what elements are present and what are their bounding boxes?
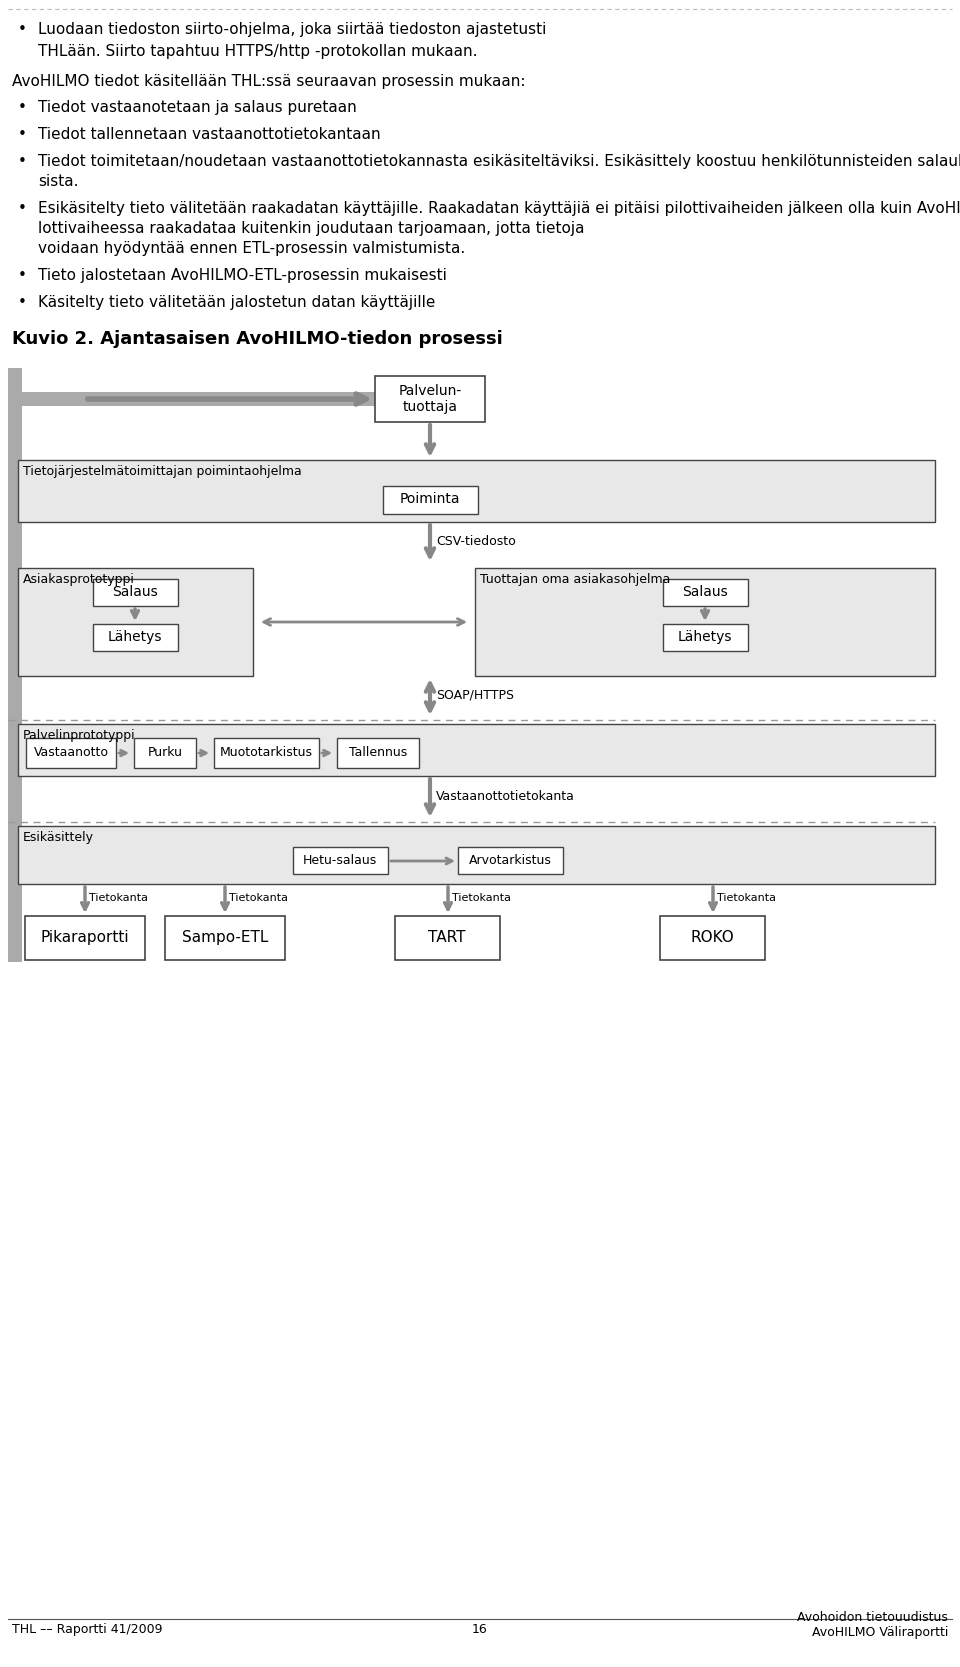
Text: Luodaan tiedoston siirto-ohjelma, joka siirtää tiedoston ajastetusti: Luodaan tiedoston siirto-ohjelma, joka s… <box>38 22 546 37</box>
Text: Muototarkistus: Muototarkistus <box>220 745 313 758</box>
Text: TART: TART <box>428 930 466 945</box>
Bar <box>18 460 935 522</box>
Bar <box>26 738 116 768</box>
Bar <box>475 568 935 677</box>
Bar <box>375 377 485 422</box>
Text: CSV-tiedosto: CSV-tiedosto <box>436 535 516 547</box>
Bar <box>383 487 478 513</box>
Bar <box>18 723 935 777</box>
Text: Käsitelty tieto välitetään jalostetun datan käyttäjille: Käsitelty tieto välitetään jalostetun da… <box>38 295 436 310</box>
Bar <box>458 847 563 874</box>
Text: Lähetys: Lähetys <box>678 630 732 643</box>
Text: Tietokanta: Tietokanta <box>452 894 511 904</box>
Text: •: • <box>18 22 27 37</box>
Text: Palvelinprototyppi: Palvelinprototyppi <box>23 728 135 742</box>
Bar <box>8 392 375 407</box>
Bar <box>25 915 145 960</box>
Bar <box>660 915 765 960</box>
Text: Sampo-ETL: Sampo-ETL <box>181 930 268 945</box>
Text: Tietokanta: Tietokanta <box>229 894 288 904</box>
Text: AvoHILMO tiedot käsitellään THL:ssä seuraavan prosessin mukaan:: AvoHILMO tiedot käsitellään THL:ssä seur… <box>12 73 525 88</box>
Bar <box>93 623 178 652</box>
Text: tuottaja: tuottaja <box>402 400 458 413</box>
Text: Tallennus: Tallennus <box>348 745 407 758</box>
Text: sista.: sista. <box>38 173 79 188</box>
Bar <box>214 738 319 768</box>
Bar <box>337 738 419 768</box>
Text: Salaus: Salaus <box>683 585 728 598</box>
Text: •: • <box>18 202 27 217</box>
Bar <box>93 578 178 607</box>
Text: 16: 16 <box>472 1622 488 1635</box>
Text: •: • <box>18 100 27 115</box>
Text: voidaan hyödyntää ennen ETL-prosessin valmistumista.: voidaan hyödyntää ennen ETL-prosessin va… <box>38 242 466 257</box>
Bar <box>8 368 22 962</box>
Text: THLään. Siirto tapahtuu HTTPS/http -protokollan mukaan.: THLään. Siirto tapahtuu HTTPS/http -prot… <box>38 43 477 58</box>
Text: Tiedot toimitetaan/noudetaan vastaanottotietokannasta esikäsiteltäviksi. Esikäsi: Tiedot toimitetaan/noudetaan vastaanotto… <box>38 153 960 168</box>
Bar <box>18 827 935 884</box>
Text: Tietokanta: Tietokanta <box>89 894 148 904</box>
Bar <box>663 578 748 607</box>
Text: Hetu-salaus: Hetu-salaus <box>302 854 377 867</box>
Bar <box>663 623 748 652</box>
Text: SOAP/HTTPS: SOAP/HTTPS <box>436 688 514 702</box>
Bar <box>165 915 285 960</box>
Text: Arvotarkistus: Arvotarkistus <box>468 854 551 867</box>
Text: Vastaanotto: Vastaanotto <box>34 745 108 758</box>
Bar <box>134 738 196 768</box>
Text: Vastaanottotietokanta: Vastaanottotietokanta <box>436 790 575 802</box>
Text: Kuvio 2. Ajantasaisen AvoHILMO-tiedon prosessi: Kuvio 2. Ajantasaisen AvoHILMO-tiedon pr… <box>12 330 503 348</box>
Bar <box>18 568 253 677</box>
Text: Tietojärjestelmätoimittajan poimintaohjelma: Tietojärjestelmätoimittajan poimintaohje… <box>23 465 301 478</box>
Text: Salaus: Salaus <box>112 585 157 598</box>
Text: Tiedot tallennetaan vastaanottotietokantaan: Tiedot tallennetaan vastaanottotietokant… <box>38 127 380 142</box>
Text: Tuottajan oma asiakasohjelma: Tuottajan oma asiakasohjelma <box>480 573 670 587</box>
Bar <box>395 915 500 960</box>
Text: Pikaraportti: Pikaraportti <box>40 930 130 945</box>
Text: ROKO: ROKO <box>690 930 733 945</box>
Text: •: • <box>18 127 27 142</box>
Text: lottivaiheessa raakadataa kuitenkin joudutaan tarjoamaan, jotta tietoja: lottivaiheessa raakadataa kuitenkin joud… <box>38 222 585 237</box>
Text: Lähetys: Lähetys <box>108 630 162 643</box>
Text: Tiedot vastaanotetaan ja salaus puretaan: Tiedot vastaanotetaan ja salaus puretaan <box>38 100 357 115</box>
Text: THL –– Raportti 41/2009: THL –– Raportti 41/2009 <box>12 1622 162 1635</box>
Text: Palvelun-: Palvelun- <box>398 383 462 398</box>
Bar <box>293 847 388 874</box>
Text: Tietokanta: Tietokanta <box>717 894 776 904</box>
Text: Esikäsittely: Esikäsittely <box>23 832 94 844</box>
Text: Poiminta: Poiminta <box>399 492 460 507</box>
Text: Esikäsitelty tieto välitetään raakadatan käyttäjille. Raakadatan käyttäjiä ei pi: Esikäsitelty tieto välitetään raakadatan… <box>38 202 960 217</box>
Text: Purku: Purku <box>148 745 182 758</box>
Text: •: • <box>18 153 27 168</box>
Text: Tieto jalostetaan AvoHILMO-ETL-prosessin mukaisesti: Tieto jalostetaan AvoHILMO-ETL-prosessin… <box>38 268 446 283</box>
Text: Avohoidon tietouudistus
AvoHILMO Väliraportti: Avohoidon tietouudistus AvoHILMO Välirap… <box>797 1610 948 1639</box>
Text: •: • <box>18 295 27 310</box>
Text: •: • <box>18 268 27 283</box>
Text: Asiakasprototyppi: Asiakasprototyppi <box>23 573 134 587</box>
